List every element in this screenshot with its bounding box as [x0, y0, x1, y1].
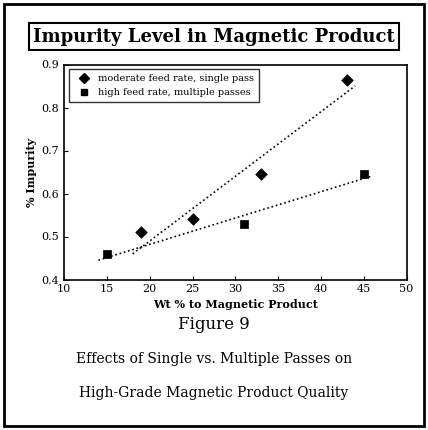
Point [189, 216, 196, 223]
Point [241, 220, 247, 227]
Legend: moderate feed rate, single pass, high feed rate, multiple passes: moderate feed rate, single pass, high fe… [69, 69, 259, 102]
Y-axis label: % Impurity: % Impurity [27, 138, 37, 206]
Point [258, 171, 265, 178]
Text: High-Grade Magnetic Product Quality: High-Grade Magnetic Product Quality [79, 387, 349, 400]
Text: Effects of Single vs. Multiple Passes on: Effects of Single vs. Multiple Passes on [76, 352, 352, 366]
X-axis label: Wt % to Magnetic Product: Wt % to Magnetic Product [153, 298, 318, 310]
Text: Figure 9: Figure 9 [178, 316, 250, 333]
Point [138, 229, 145, 236]
Text: Impurity Level in Magnetic Product: Impurity Level in Magnetic Product [33, 28, 395, 46]
Point [360, 171, 367, 178]
Point [343, 76, 350, 83]
Point [104, 250, 110, 257]
